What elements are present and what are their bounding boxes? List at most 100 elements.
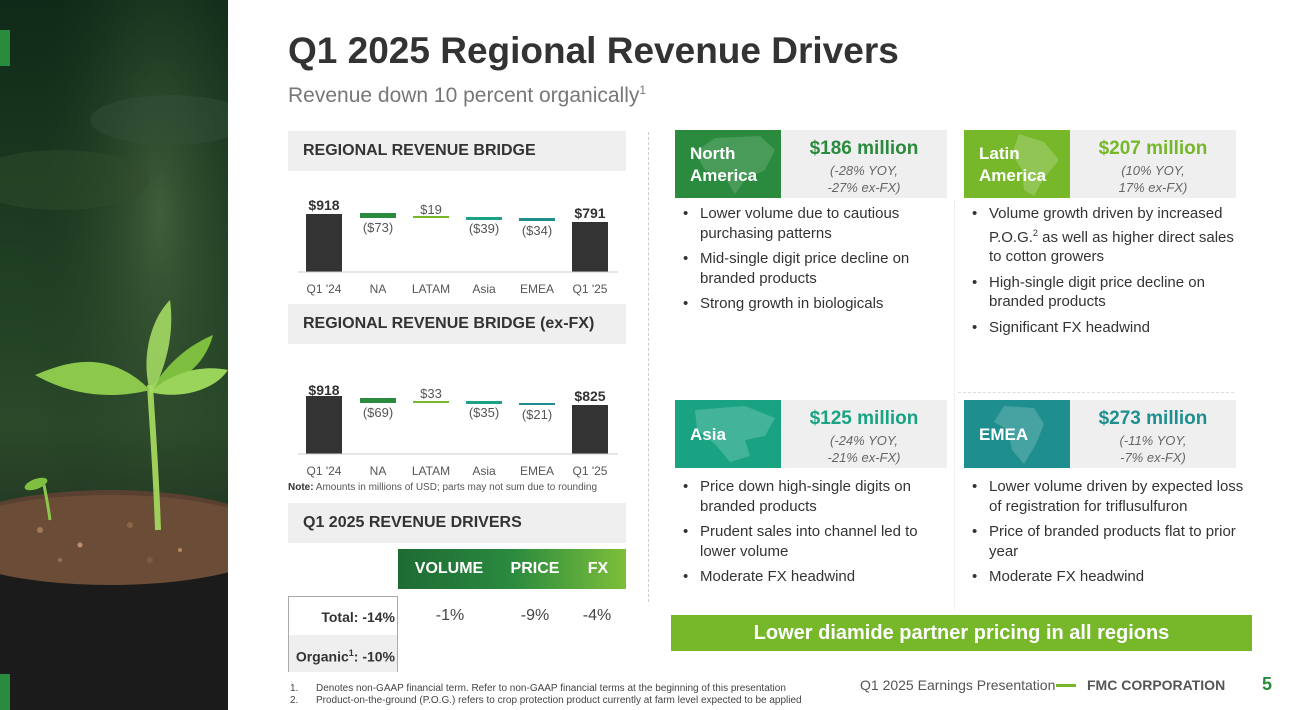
footnotes: 1. Denotes non-GAAP financial term. Refer… [290, 683, 802, 707]
bridge2-cat-1: NA [370, 464, 387, 478]
north-america-growth: (-28% YOY, -27% ex-FX) [781, 162, 947, 196]
list-item: Volume growth driven by increased P.O.G.… [964, 204, 1244, 267]
bridge2-label-3: ($35) [469, 405, 499, 420]
page-number: 5 [1262, 674, 1273, 694]
summary-banner: Lower diamide partner pricing in all reg… [671, 615, 1252, 651]
latin-america-name: Latin America [979, 143, 1046, 187]
bridge1-cat-5: Q1 '25 [573, 282, 608, 296]
bridge1-bar-end [572, 222, 608, 272]
latin-america-bullets: Volume growth driven by increased P.O.G.… [964, 204, 1244, 343]
drivers-col-fx: FX [587, 560, 609, 577]
list-item: Significant FX headwind [964, 318, 1244, 338]
region-divider-vertical [954, 200, 955, 610]
drivers-organic-label: Organic1: -10% [289, 635, 397, 672]
latin-america-name-line2: America [979, 166, 1047, 185]
subtitle-text: Revenue down 10 percent organically [288, 84, 640, 107]
north-america-name: North America [690, 143, 757, 187]
asia-bullets: Price down high-single digits on branded… [675, 477, 955, 593]
pog-footnote-ref: 2 [1032, 227, 1038, 238]
region-card-asia: Asia $125 million (-24% YOY, -21% ex-FX) [675, 400, 947, 468]
region-card-latin-america: Latin America $207 million (10% YOY, 17% e… [964, 130, 1236, 198]
emea-amount: $273 million [1098, 408, 1208, 429]
emea-exfx: -7% ex-FX) [1120, 450, 1186, 465]
north-america-exfx: -27% ex-FX) [827, 180, 901, 195]
bridge2-cat-3: Asia [472, 464, 496, 478]
organic-value: : -10% [353, 648, 395, 665]
latin-america-growth: (10% YOY, 17% ex-FX) [1070, 162, 1236, 196]
bridge1-bar-na [360, 213, 396, 218]
latin-america-exfx: 17% ex-FX) [1118, 180, 1188, 195]
bridge2-label-2: $33 [420, 386, 442, 401]
footnote-2: 2. Product-on-the-ground (P.O.G.) refers … [290, 695, 802, 707]
bridge1-label-5: $791 [574, 205, 605, 221]
asia-map-icon [695, 406, 775, 462]
list-item: Price down high-single digits on branded… [675, 477, 955, 516]
asia-name: Asia [690, 425, 726, 444]
asia-yoy: (-24% YOY, [830, 433, 898, 448]
list-item: High-single digit price decline on brand… [964, 273, 1244, 312]
list-item: Moderate FX headwind [675, 567, 955, 587]
bridge2-cat-4: EMEA [520, 464, 554, 478]
asia-growth: (-24% YOY, -21% ex-FX) [781, 432, 947, 466]
bridge2-label-5: $825 [574, 388, 605, 404]
bridge2-bar-end [572, 405, 608, 454]
latin-america-yoy: (10% YOY, [1121, 163, 1185, 178]
list-item: Lower volume due to cautious purchasing … [675, 204, 955, 243]
footer-company: FMC CORPORATION [1087, 677, 1226, 693]
bridge2-bar-latam [413, 401, 449, 403]
edge-accent-bottom [0, 674, 10, 710]
north-america-yoy: (-28% YOY, [830, 163, 898, 178]
bridge1-heading: REGIONAL REVENUE BRIDGE [288, 131, 626, 171]
bridge2-bar-na [360, 398, 396, 403]
north-america-name-line2: America [690, 166, 758, 185]
bridge2-bar-asia [466, 401, 502, 404]
footnote-2-text: Product-on-the-ground (P.O.G.) refers to… [316, 695, 802, 706]
bridge1-cat-0: Q1 '24 [307, 282, 342, 296]
bridge2-cat-2: LATAM [412, 464, 450, 478]
bridge1-label-2: $19 [420, 202, 442, 217]
page-subtitle: Revenue down 10 percent organically1 [288, 83, 646, 108]
bridge1-cat-3: Asia [472, 282, 496, 296]
list-item: Prudent sales into channel led to lower … [675, 522, 955, 561]
bridge2-bar-start [306, 396, 342, 454]
drivers-value-price: -9% [520, 607, 550, 624]
north-america-map-icon [695, 136, 775, 194]
list-item: Strong growth in biologicals [675, 294, 955, 314]
list-item: Moderate FX headwind [964, 567, 1244, 587]
chart-note: Note: Amounts in millions of USD; parts … [288, 482, 597, 493]
list-item: Lower volume driven by expected loss of … [964, 477, 1244, 516]
region-card-emea: EMEA $273 million (-11% YOY, -7% ex-FX) [964, 400, 1236, 468]
bridge1-bar-latam [413, 216, 449, 218]
bridge2-chart: $918 ($69) $33 ($35) ($21) $825 Q1 '24 N… [288, 372, 628, 487]
asia-amount: $125 million [809, 408, 919, 429]
bridge2-heading: REGIONAL REVENUE BRIDGE (ex-FX) [288, 304, 626, 344]
latin-america-bullet1-cont: as well as higher direct sales to cotton… [989, 228, 1234, 266]
footer-presentation: Q1 2025 Earnings Presentation [860, 677, 1056, 693]
drivers-value-volume: -1% [435, 607, 465, 624]
emea-growth: (-11% YOY, -7% ex-FX) [1070, 432, 1236, 466]
emea-name: EMEA [979, 425, 1029, 444]
drivers-col-price: PRICE [510, 560, 560, 577]
organic-text: Organic [295, 648, 349, 665]
seedling-illustration [0, 0, 228, 710]
page-title: Q1 2025 Regional Revenue Drivers [288, 30, 899, 71]
bridge1-label-3: ($39) [469, 221, 499, 236]
bridge2-bar-emea [519, 403, 555, 405]
bridge1-cat-1: NA [370, 282, 387, 296]
asia-tile: Asia [675, 400, 781, 468]
emea-bullets: Lower volume driven by expected loss of … [964, 477, 1244, 593]
edge-accent-top [0, 30, 10, 66]
seedling-photo [0, 0, 228, 710]
drivers-heading: Q1 2025 REVENUE DRIVERS [288, 503, 626, 543]
bridge2-label-4: ($21) [522, 407, 552, 422]
north-america-tile: North America [675, 130, 781, 198]
region-divider-horizontal [958, 392, 1234, 393]
emea-yoy: (-11% YOY, [1119, 433, 1187, 448]
footnote-2-num: 2. [290, 695, 299, 706]
bridge1-cat-4: EMEA [520, 282, 554, 296]
note-label: Note: [288, 482, 314, 493]
bridge1-bar-asia [466, 217, 502, 220]
asia-exfx: -21% ex-FX) [827, 450, 901, 465]
bridge2-cat-5: Q1 '25 [573, 464, 608, 478]
north-america-bullets: Lower volume due to cautious purchasing … [675, 204, 955, 320]
